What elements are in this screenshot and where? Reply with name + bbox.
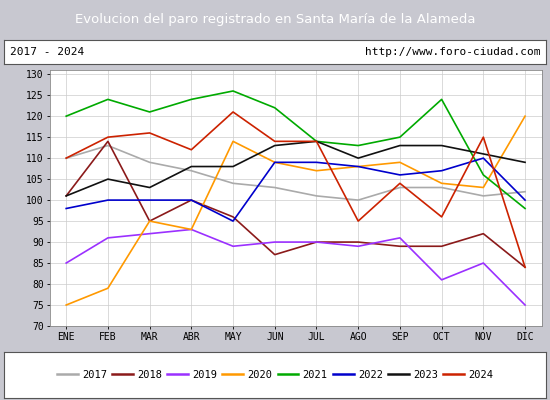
Text: http://www.foro-ciudad.com: http://www.foro-ciudad.com: [365, 47, 540, 57]
Text: 2017 - 2024: 2017 - 2024: [10, 47, 84, 57]
Text: Evolucion del paro registrado en Santa María de la Alameda: Evolucion del paro registrado en Santa M…: [75, 12, 475, 26]
Legend: 2017, 2018, 2019, 2020, 2021, 2022, 2023, 2024: 2017, 2018, 2019, 2020, 2021, 2022, 2023…: [53, 366, 497, 384]
